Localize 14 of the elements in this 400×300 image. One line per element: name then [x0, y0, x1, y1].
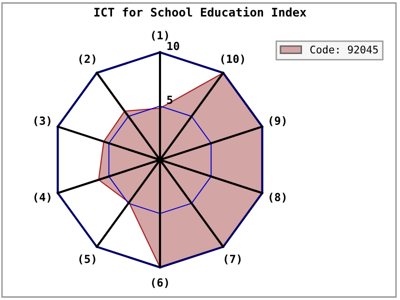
- spoke-label: (10): [221, 54, 244, 64]
- spoke-label: (8): [270, 192, 286, 203]
- spoke-label: (7): [224, 254, 241, 264]
- spoke-label: (6): [152, 278, 168, 288]
- spoke-label: (2): [79, 54, 96, 64]
- spoke-label: (9): [270, 116, 286, 126]
- y-tick-label: 10: [167, 42, 180, 50]
- legend-label: Code: 92045: [310, 45, 378, 54]
- spoke-label: (5): [79, 254, 96, 264]
- spoke-label: (4): [34, 192, 50, 203]
- spoke-label: (1): [152, 30, 168, 41]
- y-tick-label: 5: [167, 96, 172, 104]
- chart-title: ICT for School Education Index: [94, 6, 306, 17]
- spoke-label: (3): [34, 116, 50, 126]
